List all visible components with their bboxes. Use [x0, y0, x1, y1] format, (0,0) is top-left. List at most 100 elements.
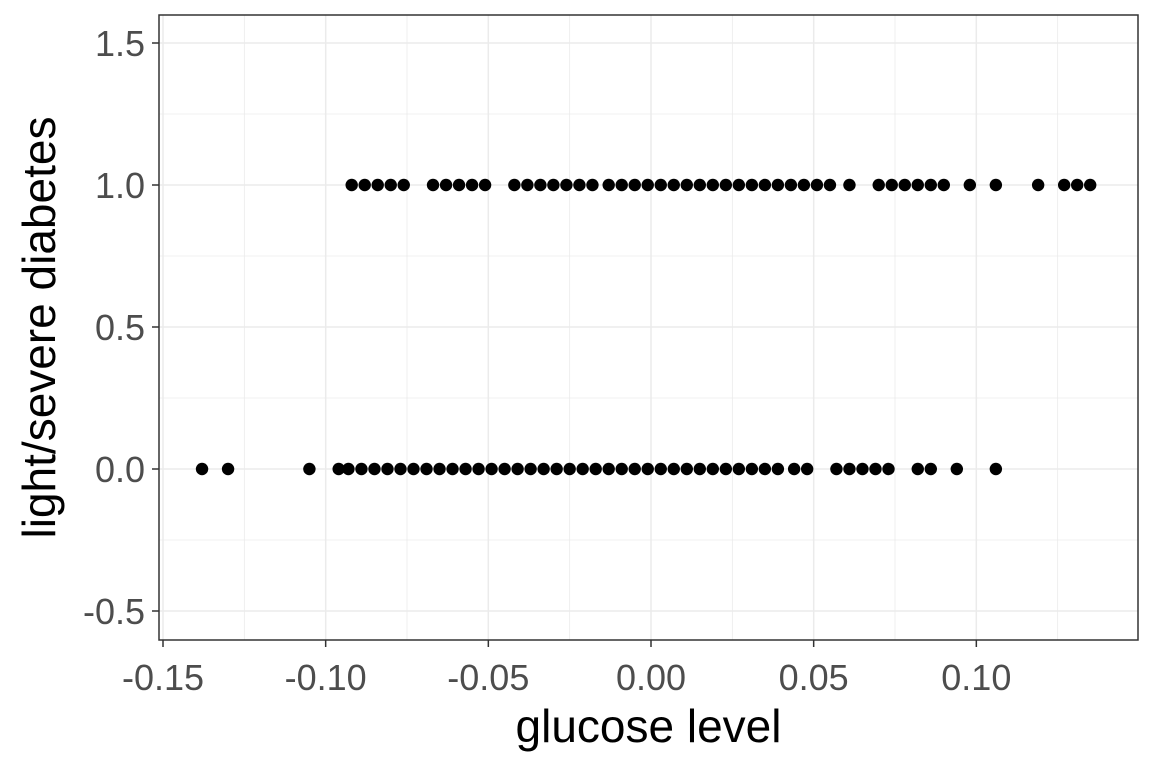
data-point: [371, 178, 384, 192]
data-point: [195, 462, 209, 476]
data-point: [800, 462, 814, 476]
data-point: [589, 462, 602, 476]
data-point: [452, 178, 466, 192]
data-point: [332, 462, 345, 476]
x-tick-label: 0.00: [616, 657, 686, 698]
data-point: [221, 462, 235, 476]
data-point: [420, 462, 433, 476]
data-point: [924, 462, 937, 476]
data-point: [885, 178, 898, 192]
data-point: [784, 178, 798, 192]
data-point: [394, 462, 407, 476]
data-point: [693, 178, 706, 192]
data-point: [706, 462, 720, 476]
data-point: [433, 462, 446, 476]
data-point: [465, 178, 479, 192]
data-point: [830, 462, 843, 476]
data-point: [628, 462, 641, 476]
data-point: [303, 462, 316, 476]
data-point: [719, 462, 733, 476]
data-point: [989, 462, 1003, 476]
data-point: [745, 462, 759, 476]
data-point: [615, 462, 628, 476]
data-point: [586, 178, 599, 192]
y-tick-label: 1.0: [95, 165, 145, 206]
data-point: [563, 462, 576, 476]
data-point: [758, 178, 772, 192]
data-point: [355, 462, 368, 476]
data-point: [472, 462, 485, 476]
data-point: [485, 462, 498, 476]
data-point: [439, 178, 453, 192]
y-tick-label: 0.0: [95, 449, 145, 490]
data-point: [1031, 178, 1045, 192]
data-point: [560, 178, 573, 192]
data-point: [771, 462, 785, 476]
data-point: [667, 462, 680, 476]
data-point: [693, 462, 706, 476]
data-point: [882, 462, 895, 476]
data-point: [1070, 178, 1084, 192]
data-points: [195, 178, 1097, 476]
x-tick-label: -0.10: [285, 657, 367, 698]
data-point: [924, 178, 937, 192]
data-point: [654, 178, 667, 192]
data-point: [524, 462, 537, 476]
data-point: [869, 462, 882, 476]
data-point: [911, 462, 924, 476]
data-point: [654, 462, 667, 476]
data-point: [706, 178, 720, 192]
data-point: [771, 178, 785, 192]
data-point: [911, 178, 924, 192]
data-point: [843, 462, 856, 476]
y-axis-ticks: -0.5 0.0 0.5 1.0 1.5: [83, 23, 159, 632]
data-point: [358, 178, 371, 192]
data-point: [628, 178, 641, 192]
data-point: [407, 462, 420, 476]
data-point: [345, 178, 358, 192]
data-point: [550, 462, 563, 476]
data-point: [547, 178, 560, 192]
data-point: [1057, 178, 1071, 192]
data-point: [534, 178, 547, 192]
data-point: [641, 462, 654, 476]
y-tick-label: 0.5: [95, 307, 145, 348]
data-point: [342, 462, 355, 476]
data-point: [397, 178, 410, 192]
data-point: [732, 178, 746, 192]
data-point: [426, 178, 440, 192]
data-point: [615, 178, 628, 192]
data-point: [576, 462, 589, 476]
data-point: [368, 462, 381, 476]
y-axis-title: light/severe diabetes: [13, 117, 65, 539]
data-point: [478, 178, 492, 192]
x-tick-label: 0.05: [779, 657, 849, 698]
data-point: [823, 178, 837, 192]
data-point: [745, 178, 759, 192]
data-point: [667, 178, 680, 192]
data-point: [602, 178, 615, 192]
data-point: [511, 462, 524, 476]
data-point: [810, 178, 824, 192]
x-axis-ticks: -0.15 -0.10 -0.05 0.00 0.05 0.10: [122, 640, 1011, 698]
x-tick-label: -0.15: [122, 657, 204, 698]
data-point: [797, 178, 811, 192]
data-point: [641, 178, 654, 192]
data-point: [573, 178, 586, 192]
data-point: [1084, 178, 1097, 192]
data-point: [384, 178, 397, 192]
data-point: [950, 462, 964, 476]
data-point: [843, 178, 856, 192]
data-point: [898, 178, 911, 192]
data-point: [787, 462, 801, 476]
data-point: [719, 178, 733, 192]
data-point: [872, 178, 885, 192]
data-point: [680, 178, 693, 192]
data-point: [537, 462, 550, 476]
data-point: [459, 462, 472, 476]
x-tick-label: -0.05: [447, 657, 529, 698]
data-point: [937, 178, 950, 192]
x-tick-label: 0.10: [941, 657, 1011, 698]
data-point: [758, 462, 772, 476]
